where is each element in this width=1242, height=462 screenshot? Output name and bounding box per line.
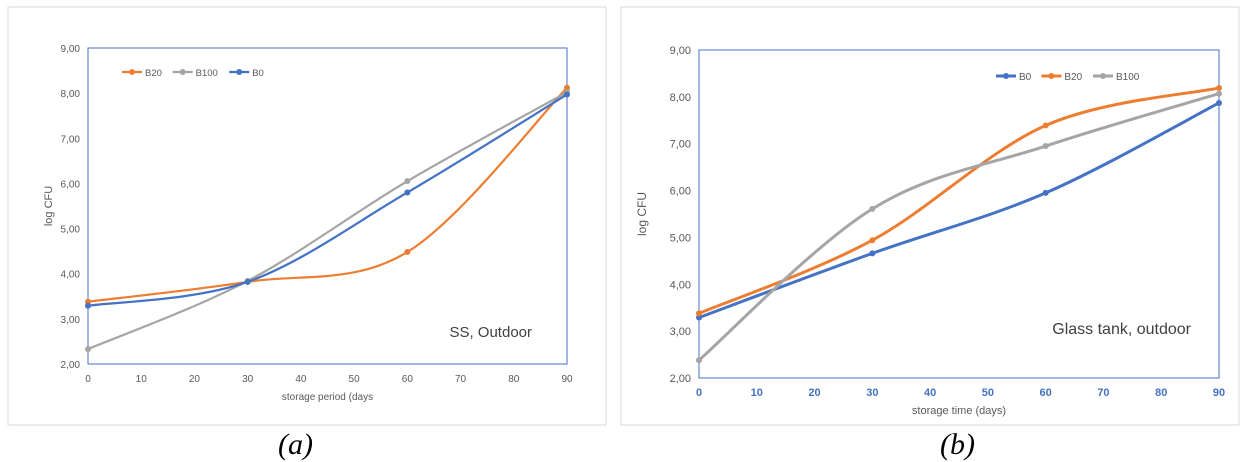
a-series-line-b100 [86, 91, 569, 351]
b-y-tick-label: 4,00 [670, 279, 691, 291]
a-plot-area [87, 47, 568, 365]
a-legend-marker-b100 [179, 69, 186, 75]
b-x-axis-title: storage time (days) [912, 405, 1006, 417]
a-y-tick-label: 3,00 [61, 315, 81, 326]
a-series-line-b0 [86, 93, 569, 307]
a-x-tick-label: 70 [455, 374, 467, 385]
b-data-point-b100 [1216, 90, 1222, 97]
a-y-tick-label: 6,00 [61, 179, 81, 190]
b-y-tick-label: 7,00 [670, 139, 691, 151]
a-x-tick-label: 90 [561, 374, 573, 385]
chart-a: 2,00 3,00 4,00 5,00 6,00 7,00 8,00 9,00 0 10 20 30 4… [7, 6, 607, 426]
b-x-tick-label: 70 [1097, 387, 1109, 399]
a-legend-label-b20: B20 [145, 68, 162, 79]
b-legend-marker-b0 [1003, 73, 1009, 79]
b-x-tick-label: 10 [751, 387, 763, 399]
a-data-point-b100 [85, 346, 91, 353]
a-x-tick-label: 30 [242, 374, 254, 385]
b-data-point-b20 [696, 310, 702, 317]
b-x-tick-label: 60 [1040, 387, 1052, 399]
a-chart-frame [7, 6, 607, 426]
b-x-tick-label: 90 [1213, 387, 1225, 399]
a-legend-label-b0: B0 [252, 68, 264, 79]
a-data-point-b0 [85, 302, 91, 309]
caption-a: (a) [278, 428, 313, 461]
b-data-point-b0 [1216, 99, 1222, 106]
caption-b: (b) [940, 428, 975, 461]
b-legend-label-b0: B0 [1019, 72, 1032, 83]
a-x-tick-label: 80 [508, 374, 520, 385]
a-x-tick-label: 60 [402, 374, 414, 385]
b-y-axis-title: log CFU [635, 192, 649, 236]
b-series-line-b100 [697, 92, 1221, 362]
a-data-point-b20 [564, 84, 570, 91]
b-data-point-b20 [869, 237, 876, 244]
a-x-tick-label: 0 [85, 374, 91, 385]
b-legend-marker-b100 [1100, 73, 1106, 79]
b-data-point-b100 [869, 205, 876, 212]
a-x-axis-title: storage period (days [282, 392, 373, 403]
b-data-point-b20 [1216, 84, 1222, 91]
a-y-tick-label: 9,00 [61, 44, 81, 55]
a-y-tick-label: 4,00 [61, 270, 81, 281]
b-data-point-b100 [696, 357, 702, 364]
a-legend-label-b100: B100 [196, 68, 218, 79]
b-x-tick-label: 80 [1155, 387, 1167, 399]
a-data-point-b0 [244, 278, 251, 285]
b-legend-marker-b20 [1048, 73, 1055, 79]
a-data-point-b0 [404, 189, 411, 196]
b-legend-label-b100: B100 [1116, 72, 1140, 83]
b-x-tick-label: 40 [924, 387, 936, 399]
b-series-line-b20 [697, 86, 1221, 315]
a-data-point-b0 [564, 91, 570, 98]
a-x-tick-label: 20 [189, 374, 201, 385]
a-series-line-b20 [86, 86, 569, 303]
b-legend-label-b20: B20 [1064, 72, 1082, 83]
b-x-tick-label: 50 [982, 387, 994, 399]
a-legend-marker-b0 [236, 69, 243, 75]
a-y-tick-label: 8,00 [61, 89, 81, 100]
a-legend-marker-b20 [129, 69, 135, 75]
b-y-tick-label: 3,00 [670, 326, 691, 338]
b-x-tick-label: 30 [866, 387, 878, 399]
a-y-tick-label: 2,00 [61, 360, 81, 371]
b-y-tick-label: 9,00 [670, 45, 691, 57]
b-plot-area [698, 49, 1220, 379]
a-x-tick-label: 40 [295, 374, 307, 385]
b-x-tick-label: 20 [808, 387, 820, 399]
b-x-tick-label: 0 [696, 387, 702, 399]
chart-b: 2,00 3,00 4,00 5,00 6,00 7,00 8,00 9,00 0 10 20 30 4… [620, 6, 1240, 426]
a-y-tick-label: 5,00 [61, 225, 81, 236]
b-data-point-b0 [696, 314, 702, 321]
b-chart-frame [620, 6, 1240, 426]
b-data-point-b0 [1042, 189, 1049, 196]
a-y-tick-label: 7,00 [61, 134, 81, 145]
a-x-tick-label: 10 [136, 374, 148, 385]
a-y-axis-title: log CFU [43, 186, 55, 226]
b-annotation: Glass tank, outdoor [1052, 321, 1191, 338]
b-y-tick-label: 8,00 [670, 92, 691, 104]
b-y-tick-label: 6,00 [670, 186, 691, 198]
a-data-point-b100 [404, 178, 411, 185]
a-data-point-b20 [404, 249, 411, 256]
b-data-point-b100 [1042, 143, 1049, 150]
chart-panel-b: 2,00 3,00 4,00 5,00 6,00 7,00 8,00 9,00 0 10 20 30 4… [616, 0, 1242, 462]
b-data-point-b20 [1042, 122, 1049, 129]
a-x-tick-label: 50 [349, 374, 361, 385]
b-data-point-b0 [869, 250, 876, 257]
chart-panel-a: 2,00 3,00 4,00 5,00 6,00 7,00 8,00 9,00 0 10 20 30 4… [0, 0, 610, 462]
b-y-tick-label: 5,00 [670, 232, 691, 244]
b-y-tick-label: 2,00 [670, 373, 691, 385]
a-annotation: SS, Outdoor [449, 324, 532, 341]
